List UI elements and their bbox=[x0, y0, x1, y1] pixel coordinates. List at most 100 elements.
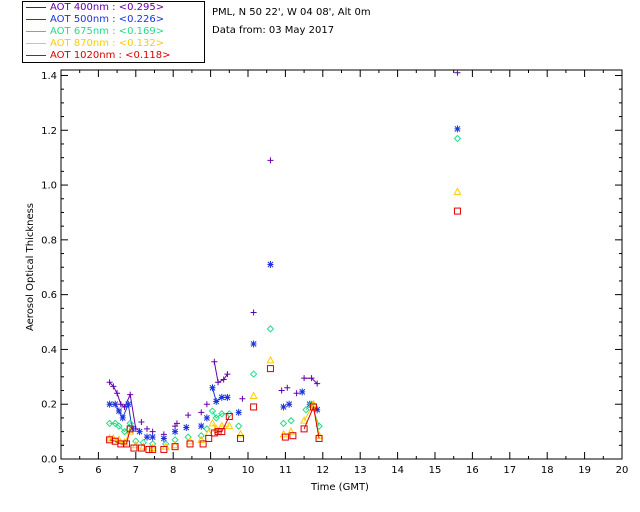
data-point bbox=[453, 207, 461, 215]
legend-swatch bbox=[26, 6, 46, 8]
data-point bbox=[198, 422, 205, 430]
data-point bbox=[126, 425, 134, 433]
data-point bbox=[224, 393, 231, 401]
data-point bbox=[308, 375, 315, 382]
data-point bbox=[186, 440, 194, 448]
data-point bbox=[130, 444, 138, 452]
legend-item: AOT 1020nm : <0.118> bbox=[26, 50, 170, 62]
data-point bbox=[249, 391, 258, 399]
data-point bbox=[184, 433, 192, 441]
legend-label: AOT 675nm : <0.169> bbox=[50, 26, 165, 37]
data-point bbox=[215, 379, 222, 386]
data-point bbox=[289, 432, 297, 440]
data-point bbox=[220, 376, 227, 383]
y-tick-label: 0.2 bbox=[41, 400, 57, 411]
tick-labels: 5 6 7 8 9 10 11 12 13 14 15 16 17 18 19 20 0.0 0.2 0.4 0.6 0… bbox=[41, 71, 628, 476]
data-point bbox=[299, 388, 306, 396]
series-line bbox=[109, 428, 131, 445]
data-point bbox=[125, 400, 132, 408]
data-point bbox=[112, 400, 119, 408]
series-aot-400nm bbox=[106, 69, 461, 438]
series-line bbox=[109, 422, 131, 433]
x-axis-title: Time (GMT) bbox=[310, 482, 369, 493]
station-info: PML, N 50 22', W 04 08', Alt 0m bbox=[212, 7, 371, 18]
data-point bbox=[249, 370, 258, 378]
x-tick-label: 15 bbox=[429, 465, 442, 476]
data-point bbox=[250, 309, 257, 316]
data-point bbox=[119, 414, 126, 422]
data-point bbox=[183, 423, 190, 431]
legend-label: AOT 400nm : <0.295> bbox=[50, 2, 165, 13]
data-point bbox=[266, 325, 275, 333]
data-point bbox=[106, 379, 113, 386]
series-line bbox=[303, 405, 320, 439]
data-point bbox=[301, 375, 308, 382]
data-point bbox=[126, 427, 135, 435]
data-point bbox=[234, 422, 243, 430]
data-point bbox=[127, 391, 134, 398]
x-tick-label: 19 bbox=[578, 465, 591, 476]
data-point bbox=[148, 443, 157, 452]
data-point bbox=[237, 434, 245, 442]
data-point bbox=[137, 444, 145, 452]
legend-swatch bbox=[26, 54, 46, 56]
data-point bbox=[306, 400, 313, 408]
data-point bbox=[185, 412, 192, 419]
data-point bbox=[203, 414, 210, 422]
data-point bbox=[139, 438, 147, 447]
data-point bbox=[225, 421, 234, 430]
data-point bbox=[115, 407, 122, 415]
data-point bbox=[173, 420, 180, 427]
data-point bbox=[117, 401, 124, 408]
data-point bbox=[213, 397, 220, 405]
axes-frame bbox=[60, 69, 623, 460]
data-point bbox=[203, 425, 211, 433]
data-point bbox=[208, 418, 217, 427]
data-point bbox=[218, 428, 226, 436]
data-point bbox=[239, 395, 246, 402]
data-point bbox=[218, 393, 225, 401]
data-point bbox=[160, 434, 167, 442]
data-point bbox=[453, 187, 462, 195]
data-point bbox=[454, 69, 461, 76]
data-point bbox=[145, 445, 153, 453]
series-line bbox=[212, 410, 230, 419]
data-point bbox=[278, 387, 285, 394]
data-series bbox=[105, 69, 462, 453]
series-line bbox=[214, 416, 230, 434]
series-line bbox=[213, 361, 228, 384]
data-point bbox=[198, 409, 205, 416]
data-point bbox=[105, 419, 114, 428]
data-point bbox=[171, 443, 179, 451]
data-point bbox=[300, 425, 308, 433]
data-point bbox=[172, 428, 179, 436]
data-point bbox=[214, 428, 222, 436]
data-point bbox=[454, 125, 461, 133]
data-point bbox=[267, 261, 274, 268]
legend-item: AOT 500nm : <0.226> bbox=[26, 14, 164, 26]
data-point bbox=[162, 440, 170, 448]
x-tick-label: 7 bbox=[133, 465, 139, 476]
x-tick-label: 10 bbox=[242, 465, 255, 476]
data-point bbox=[210, 429, 218, 437]
data-point bbox=[286, 427, 296, 435]
legend-box: AOT 400nm : <0.295> AOT 500nm : <0.226> AO… bbox=[22, 1, 205, 63]
data-point bbox=[114, 390, 121, 397]
data-point bbox=[148, 440, 157, 448]
legend-label: AOT 500nm : <0.226> bbox=[50, 14, 165, 25]
legend-swatch bbox=[26, 42, 46, 44]
y-tick-label: 0.4 bbox=[41, 345, 57, 356]
data-point bbox=[106, 400, 113, 408]
y-axis-title: Aerosol Optical Thickness bbox=[25, 203, 36, 331]
legend-item: AOT 675nm : <0.169> bbox=[26, 26, 164, 38]
date-info: Data from: 03 May 2017 bbox=[212, 25, 335, 36]
x-tick-label: 11 bbox=[279, 465, 292, 476]
data-point bbox=[212, 414, 220, 422]
legend-item: AOT 870nm : <0.132> bbox=[26, 38, 164, 50]
data-point bbox=[171, 440, 180, 449]
data-point bbox=[314, 380, 321, 387]
data-point bbox=[279, 419, 288, 428]
x-tick-label: 18 bbox=[541, 465, 554, 476]
y-tick-label: 1.0 bbox=[41, 181, 57, 192]
data-point bbox=[160, 445, 168, 453]
